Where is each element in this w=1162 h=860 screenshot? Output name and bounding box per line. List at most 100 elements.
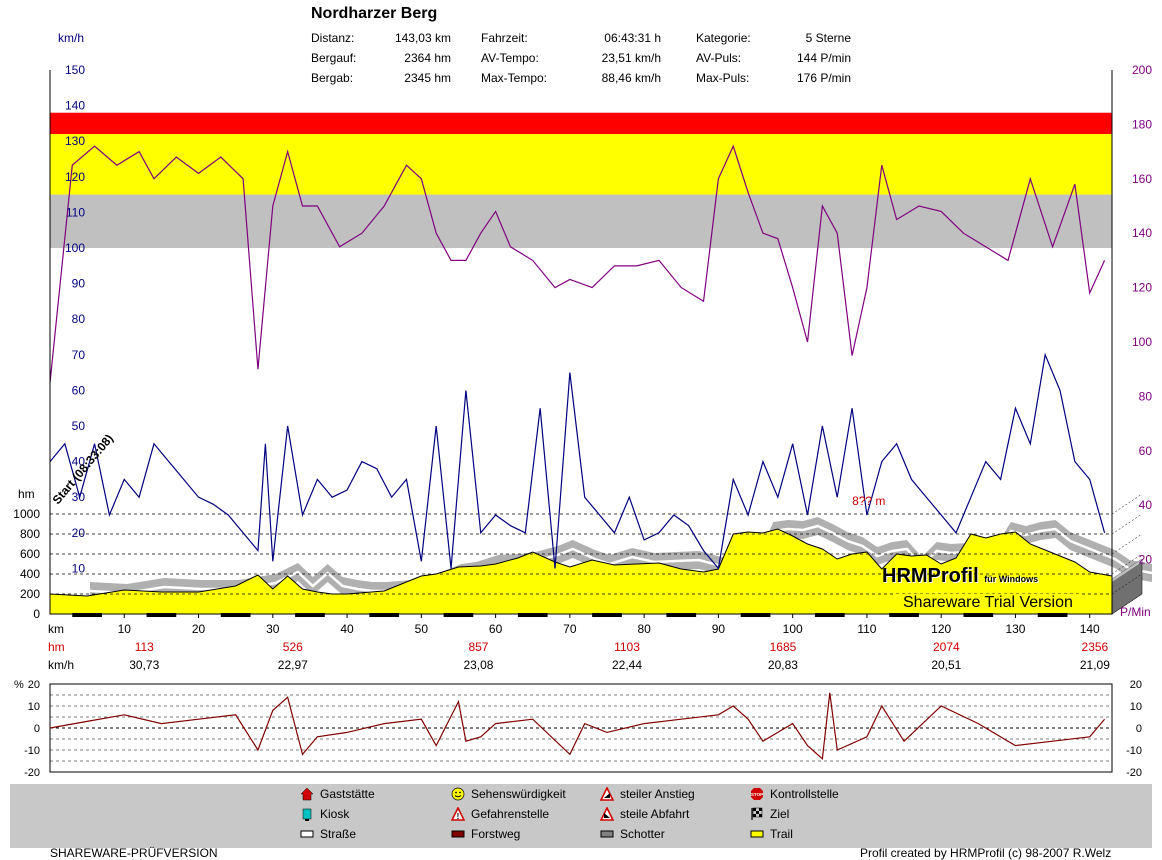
surface-strip — [146, 613, 177, 617]
x-tick-label: 30 — [266, 622, 280, 636]
x-tick-label: 110 — [857, 622, 876, 636]
altitude-tick-label: 600 — [20, 547, 40, 561]
x-axis-label: km — [48, 622, 64, 636]
pulse-tick-label: 40 — [1139, 498, 1153, 512]
surface-strip — [295, 613, 325, 617]
altitude-gridline-3d — [1111, 513, 1143, 535]
x-tick-label: 70 — [563, 622, 577, 636]
pulse-zone — [50, 112, 1112, 135]
speed-axis-label: km/h — [58, 31, 84, 45]
speed-line — [49, 352, 1106, 570]
speed-tick-label: 40 — [72, 455, 86, 469]
speed-tick-label: 80 — [72, 312, 86, 326]
legend-item: Ziel — [750, 807, 789, 821]
altitude-3d-top — [1112, 559, 1142, 582]
legend-label: Straße — [320, 827, 357, 841]
legend: Gaststätte Kiosk Straße Sehenswürdigkeit… — [10, 784, 1152, 848]
gray-swatch-icon — [600, 830, 614, 838]
legend-item: steiler Anstieg — [600, 787, 695, 801]
stat-label: Fahrzeit: — [481, 31, 528, 45]
speed-tick-label: 130 — [65, 134, 85, 148]
kmh-value: 23,08 — [463, 658, 493, 672]
cup-icon — [302, 808, 312, 821]
legend-label: Kontrollstelle — [770, 787, 839, 801]
x-tick-label: 120 — [931, 622, 951, 636]
gradient-chart: % 20 20 10 10 0 0 -10 -10 -20 -20 — [14, 679, 1142, 776]
darkred-swatch-icon — [451, 830, 465, 838]
surface-strip — [814, 613, 845, 617]
legend-item: Sehenswürdigkeit — [451, 787, 566, 801]
speed-tick-label: 30 — [72, 490, 86, 504]
x-tick-label: 50 — [415, 622, 429, 636]
hm-row-label: hm — [48, 640, 65, 654]
smiley-icon — [451, 787, 465, 801]
stat-label: Max-Tempo: — [481, 71, 548, 85]
stat-value: 5 Sterne — [805, 31, 851, 45]
yellow-swatch-icon — [750, 830, 764, 838]
peak-marker: 8?? m — [852, 494, 885, 508]
legend-item: steile Abfahrt — [600, 807, 689, 821]
legend-item: STOP Kontrollstelle — [750, 787, 839, 801]
pulse-tick-label: 120 — [1132, 281, 1152, 295]
svg-text:!: ! — [457, 812, 460, 821]
x-tick-label: 40 — [340, 622, 354, 636]
pulse-tick-label: 60 — [1139, 444, 1153, 458]
gradient-tick-right: -20 — [1126, 767, 1142, 776]
x-tick-label: 20 — [192, 622, 206, 636]
stat-value: 23,51 km/h — [601, 51, 661, 65]
kmh-row-label: km/h — [48, 658, 74, 672]
pulse-tick-label: 20 — [1139, 553, 1153, 567]
x-tick-label: 60 — [489, 622, 503, 636]
speed-tick-label: 10 — [72, 561, 86, 575]
warning-icon: ! — [451, 807, 465, 821]
x-tick-label: 130 — [1005, 622, 1025, 636]
profile-chart: km/h102030405060708090100110120130140150… — [13, 31, 1153, 672]
hm-value: 2356 — [1082, 640, 1109, 654]
pulse-tick-label: 200 — [1132, 63, 1152, 77]
hm-value: 1103 — [614, 640, 640, 654]
gradient-tick-left: 20 — [28, 679, 40, 691]
surface-strip — [369, 613, 400, 617]
surface-strip — [220, 613, 251, 617]
kmh-value: 20,83 — [768, 658, 798, 672]
speed-tick-label: 110 — [66, 205, 85, 219]
page-title: Nordharzer Berg — [311, 5, 438, 22]
pulse-tick-label: 80 — [1139, 389, 1153, 403]
gradient-tick-right: 20 — [1130, 679, 1142, 691]
hm-value: 857 — [468, 640, 488, 654]
pulse-tick-label: 180 — [1132, 117, 1152, 131]
gradient-tick-right: 0 — [1136, 723, 1142, 735]
legend-label: Gaststätte — [320, 787, 375, 801]
footer-right: Profil created by HRMProfil (c) 98-2007 … — [860, 846, 1112, 860]
speed-tick-label: 100 — [65, 241, 85, 255]
stat-label: Bergab: — [311, 71, 354, 85]
gradient-tick-left: -20 — [24, 767, 40, 776]
altitude-area — [49, 517, 1153, 615]
legend-label: Ziel — [770, 807, 790, 821]
legend-label: Sehenswürdigkeit — [471, 787, 566, 801]
kmh-value: 30,73 — [129, 658, 159, 672]
legend-item: Schotter — [600, 827, 665, 841]
stat-value: 2364 hm — [404, 51, 451, 65]
kmh-value: 21,09 — [1080, 658, 1110, 672]
altitude-tick-label: 800 — [20, 527, 40, 541]
x-tick-label: 140 — [1080, 622, 1100, 636]
hm-value: 526 — [283, 640, 303, 654]
stat-value: 143,03 km — [394, 31, 451, 45]
speed-tick-label: 90 — [72, 277, 86, 291]
footer-left: SHAREWARE-PRÜFVERSION — [50, 846, 218, 860]
kmh-value: 22,97 — [278, 658, 308, 672]
stat-label: Distanz: — [311, 31, 355, 45]
surface-strip — [1037, 613, 1068, 617]
legend-item: ! Gefahrenstelle — [451, 807, 549, 821]
hm-value: 2074 — [933, 640, 960, 654]
logo-sub: für Windows — [984, 574, 1039, 584]
legend-label: Trail — [770, 827, 793, 841]
stat-value: 176 P/min — [796, 71, 851, 85]
hm-value: 113 — [135, 640, 154, 654]
altitude-tick-label: 0 — [33, 607, 40, 621]
pulse-axis-label: P/Min — [1120, 605, 1151, 619]
x-tick-label: 10 — [118, 622, 132, 636]
stat-label: Kategorie: — [696, 31, 751, 45]
stat-value: 144 P/min — [796, 51, 851, 65]
